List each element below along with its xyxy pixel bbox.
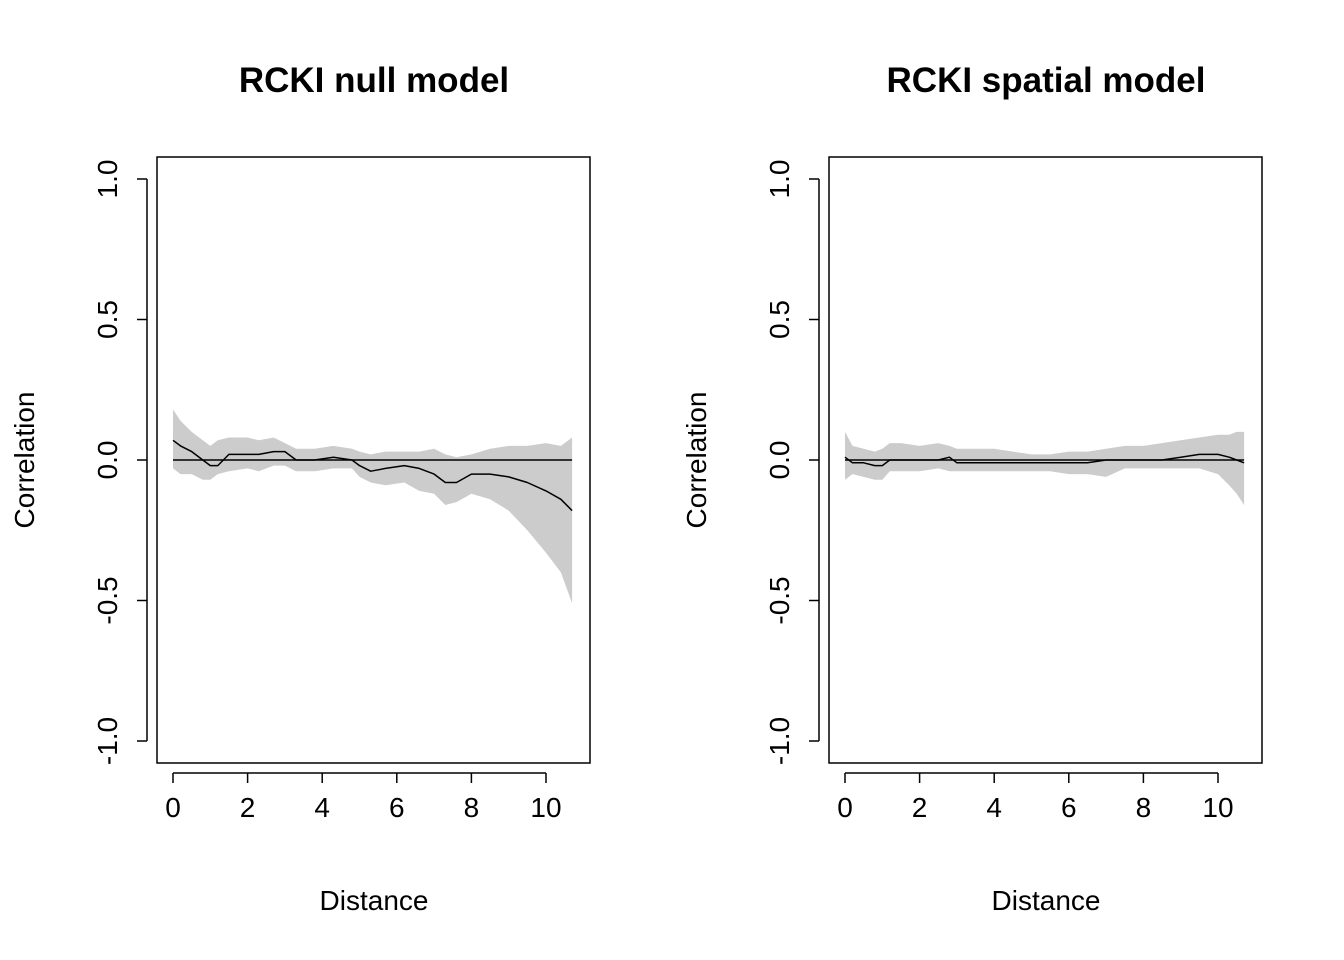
y-tick-label: -1.0 <box>764 717 795 765</box>
chart-panel-spatial-model: RCKI spatial model Distance Correlation … <box>681 61 1263 916</box>
confidence-band <box>173 409 573 604</box>
plot-area <box>172 409 573 604</box>
x-axis: 0 2 4 6 8 10 <box>837 772 1234 823</box>
x-tick-label: 8 <box>1136 792 1152 823</box>
y-tick-label: -0.5 <box>92 576 123 624</box>
x-axis-label: Distance <box>320 885 429 916</box>
x-tick-label: 6 <box>389 792 405 823</box>
y-tick-label: 0.5 <box>92 300 123 339</box>
x-tick-label: 2 <box>912 792 928 823</box>
correlation-line <box>844 453 1245 467</box>
x-tick-label: 10 <box>1202 792 1233 823</box>
chart-title: RCKI null model <box>239 61 509 100</box>
chart-panel-null-model: RCKI null model Distance Correlation 0 2 4… <box>9 61 591 916</box>
x-tick-label: 8 <box>464 792 480 823</box>
y-axis-label: Correlation <box>9 392 40 529</box>
y-axis: -1.0 -0.5 0.0 0.5 1.0 <box>764 160 820 765</box>
x-tick-label: 0 <box>165 792 181 823</box>
x-tick-label: 6 <box>1061 792 1077 823</box>
plot-frame <box>828 156 1263 764</box>
y-tick-label: -0.5 <box>764 576 795 624</box>
y-tick-label: 1.0 <box>92 160 123 199</box>
y-tick-label: 0.0 <box>764 441 795 480</box>
y-axis-label: Correlation <box>681 392 712 529</box>
y-tick-label: 0.5 <box>764 300 795 339</box>
plot-frame <box>156 156 591 764</box>
correlation-line <box>172 439 573 512</box>
x-axis-label: Distance <box>992 885 1101 916</box>
plot-area <box>844 431 1245 505</box>
confidence-band <box>845 431 1245 505</box>
x-tick-label: 2 <box>240 792 256 823</box>
y-axis: -1.0 -0.5 0.0 0.5 1.0 <box>92 160 148 765</box>
y-tick-label: 1.0 <box>764 160 795 199</box>
y-tick-label: -1.0 <box>92 717 123 765</box>
y-tick-label: 0.0 <box>92 441 123 480</box>
chart-title: RCKI spatial model <box>887 61 1206 100</box>
x-axis: 0 2 4 6 8 10 <box>165 772 562 823</box>
x-tick-label: 4 <box>986 792 1002 823</box>
x-tick-label: 4 <box>314 792 330 823</box>
x-tick-label: 0 <box>837 792 853 823</box>
x-tick-label: 10 <box>530 792 561 823</box>
